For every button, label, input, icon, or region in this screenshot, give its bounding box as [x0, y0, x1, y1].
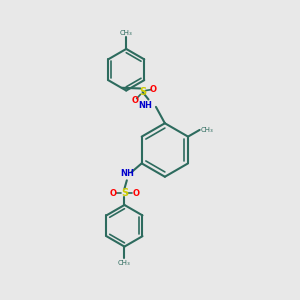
Text: S: S — [121, 188, 128, 198]
Text: CH₃: CH₃ — [201, 127, 214, 133]
Text: CH₃: CH₃ — [118, 260, 131, 266]
Text: O: O — [132, 189, 139, 198]
Text: O: O — [132, 97, 139, 106]
Text: CH₃: CH₃ — [120, 30, 133, 36]
Text: S: S — [139, 87, 146, 97]
Text: O: O — [110, 189, 117, 198]
Text: NH: NH — [139, 101, 152, 110]
Text: O: O — [149, 85, 157, 94]
Text: NH: NH — [120, 169, 134, 178]
